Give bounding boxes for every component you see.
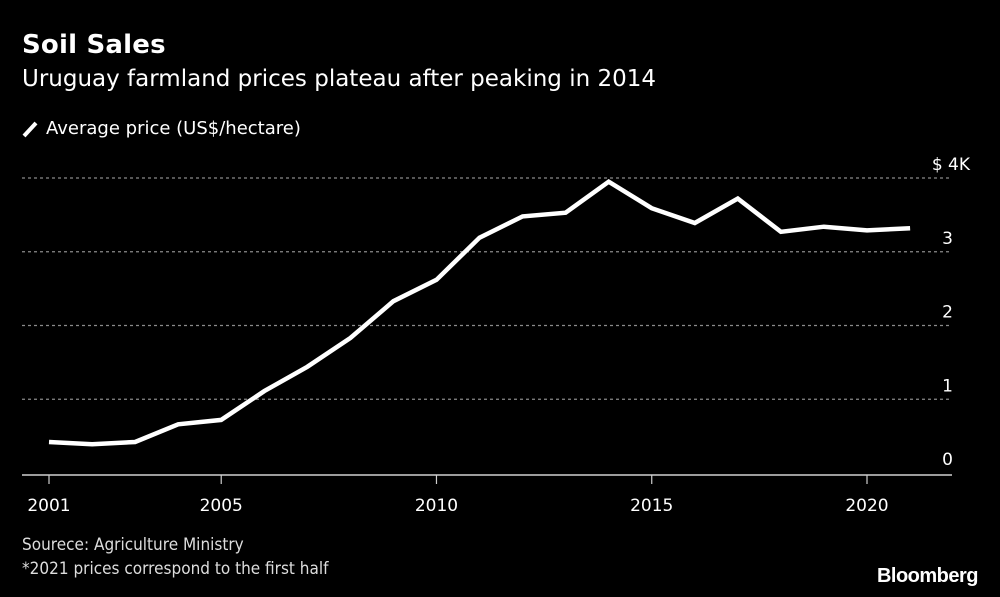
x-tick-label: 2015 [630,496,673,516]
y-tick-label: $ 4K [932,155,971,175]
line-swatch-icon [22,121,38,137]
chart-title: Soil Sales [22,30,166,60]
x-tick-label: 2010 [415,496,458,516]
y-tick-label: 3 [942,229,953,249]
x-tick-label: 2005 [200,496,243,516]
chart-subtitle: Uruguay farmland prices plateau after pe… [22,66,657,92]
bloomberg-logo: Bloomberg [876,565,979,587]
y-tick-label: 1 [942,376,953,396]
series-line [48,178,911,447]
y-tick-label: 0 [942,450,953,470]
legend-label: Average price (US$/hectare) [46,118,301,139]
x-tick-label: 2001 [27,496,70,516]
legend: Average price (US$/hectare) [22,118,301,139]
footnote: *2021 prices correspond to the first hal… [22,559,329,579]
source-note: Sourece: Agriculture Ministry [22,535,244,555]
y-tick-label: 2 [942,303,953,323]
x-tick-label: 2020 [845,496,888,516]
